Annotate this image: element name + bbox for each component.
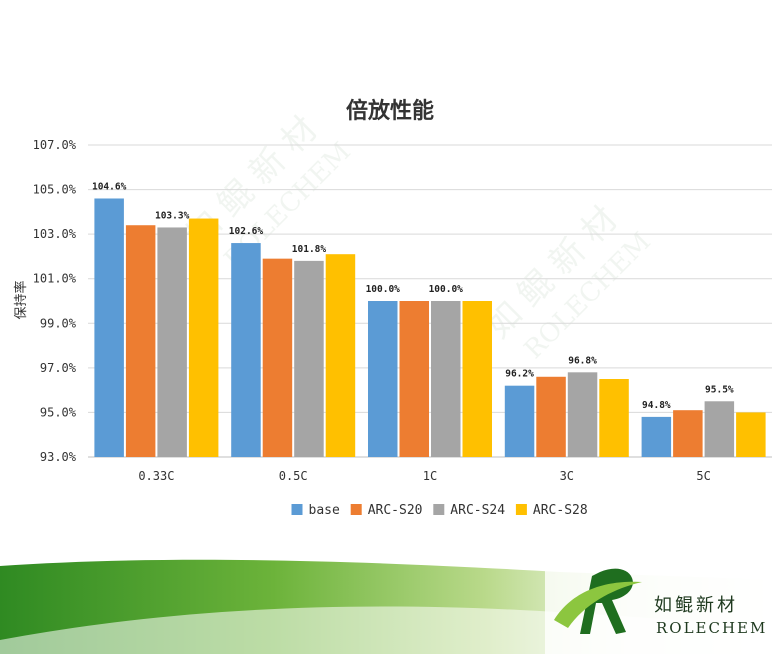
- x-tick-labels: 0.33C 0.5C 1C 3C 5C: [138, 469, 710, 483]
- bar-arc-s20-0.5c: [262, 258, 293, 457]
- bar-arc-s28-3c: [599, 379, 629, 457]
- x-tick-label: 1C: [423, 469, 437, 483]
- legend-swatch: [433, 504, 445, 515]
- data-label: 95.5%: [705, 384, 734, 395]
- data-label: 101.8%: [292, 244, 327, 255]
- bar-arc-s24-0.33c: [157, 227, 187, 457]
- bar-arc-s28-0.33c: [188, 218, 219, 457]
- y-tick-label: 93.0%: [40, 450, 77, 464]
- bar-arc-s20-3c: [536, 376, 566, 457]
- bar-base-3c: [504, 385, 535, 457]
- bar-arc-s24-5c: [704, 401, 735, 457]
- chart-title: 倍放性能: [346, 98, 434, 124]
- bar-arc-s28-5c: [736, 412, 766, 457]
- legend-label: ARC-S28: [533, 503, 588, 518]
- bar-arc-s28-1c: [462, 301, 492, 457]
- x-tick-label: 0.33C: [138, 469, 174, 483]
- brand-logo: 如鲲新材 ROLECHEM: [554, 568, 767, 637]
- y-tick-label: 107.0%: [33, 138, 77, 152]
- data-label: 96.2%: [505, 369, 534, 380]
- bars: [94, 198, 766, 457]
- x-tick-label: 0.5C: [279, 469, 308, 483]
- data-label: 96.8%: [568, 355, 597, 366]
- bar-arc-s20-5c: [673, 410, 703, 457]
- y-tick-label: 95.0%: [40, 405, 77, 419]
- data-labels: 104.6% 103.3% 102.6% 101.8% 100.0% 100.0% 96.2…: [92, 181, 734, 410]
- x-tick-label: 3C: [560, 469, 574, 483]
- bar-base-0.33c: [94, 198, 124, 457]
- brand-name-cn: 如鲲新材: [654, 595, 738, 616]
- data-label: 102.6%: [229, 226, 264, 237]
- legend-label: base: [309, 503, 340, 518]
- data-label: 94.8%: [642, 400, 671, 411]
- bar-base-0.5c: [231, 243, 261, 457]
- legend-swatch: [515, 504, 527, 515]
- bar-base-5c: [641, 416, 672, 457]
- bar-arc-s20-1c: [399, 301, 429, 457]
- y-tick-labels: 93.0% 95.0% 97.0% 99.0% 101.0% 103.0% 105.0% 10…: [33, 138, 77, 464]
- legend-swatch: [291, 504, 303, 515]
- bar-base-1c: [368, 301, 398, 457]
- logo-swoosh: [554, 581, 642, 628]
- data-label: 100.0%: [366, 284, 401, 295]
- x-tick-label: 5C: [696, 469, 710, 483]
- legend-label: ARC-S24: [450, 503, 505, 518]
- y-axis-label: 保持率: [13, 280, 29, 319]
- y-tick-label: 105.0%: [33, 183, 77, 197]
- legend-swatch: [350, 504, 362, 515]
- bar-arc-s28-0.5c: [325, 254, 356, 457]
- bar-arc-s24-1c: [431, 301, 461, 457]
- y-tick-label: 101.0%: [33, 272, 77, 286]
- legend-label: ARC-S20: [368, 503, 423, 518]
- data-label: 103.3%: [155, 210, 190, 221]
- bar-arc-s24-3c: [567, 372, 598, 457]
- legend: base ARC-S20 ARC-S24 ARC-S28: [291, 503, 588, 518]
- bar-arc-s20-0.33c: [125, 225, 156, 457]
- brand-name-en: ROLECHEM: [656, 619, 767, 637]
- y-tick-label: 97.0%: [40, 361, 77, 375]
- data-label: 100.0%: [429, 284, 464, 295]
- bar-arc-s24-0.5c: [294, 260, 324, 457]
- y-tick-label: 99.0%: [40, 316, 77, 330]
- data-label: 104.6%: [92, 181, 127, 192]
- y-tick-label: 103.0%: [33, 227, 77, 241]
